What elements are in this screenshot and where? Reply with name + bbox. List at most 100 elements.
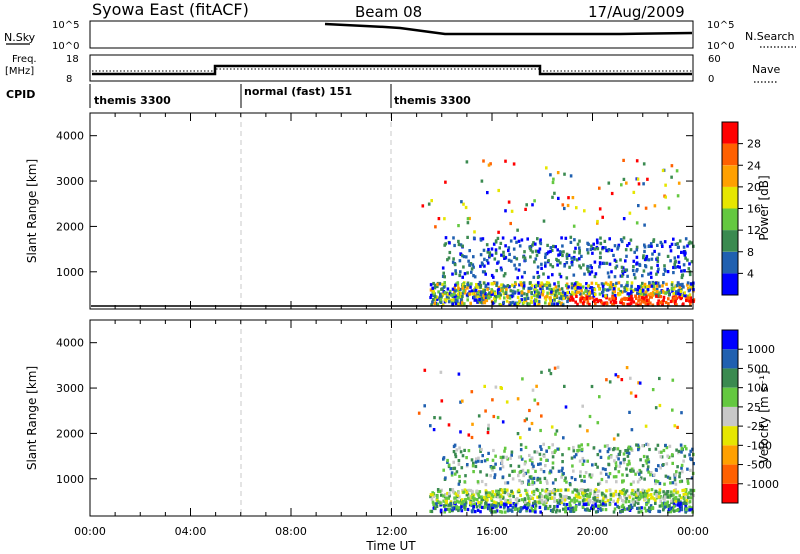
echo-cell bbox=[480, 300, 483, 304]
echo-cell bbox=[641, 281, 644, 285]
echo-cell bbox=[577, 492, 580, 496]
echo-cell bbox=[457, 482, 461, 486]
echo-cell bbox=[684, 294, 687, 298]
echo-cell bbox=[453, 500, 457, 504]
echo-cell bbox=[491, 458, 495, 462]
echo-cell bbox=[474, 288, 478, 292]
echo-cell bbox=[573, 250, 576, 254]
echo-cell bbox=[537, 303, 540, 307]
echo-cell bbox=[600, 477, 604, 482]
echo-cell bbox=[564, 284, 568, 288]
echo-cell bbox=[677, 255, 680, 259]
echo-cell bbox=[457, 239, 460, 243]
echo-cell bbox=[483, 495, 486, 499]
echo-cell bbox=[458, 446, 461, 450]
echo-cell bbox=[430, 199, 433, 203]
echo-cell bbox=[685, 447, 688, 451]
echo-cell bbox=[498, 296, 502, 300]
echo-cell bbox=[509, 498, 512, 502]
echo-cell bbox=[436, 282, 439, 287]
echo-cell bbox=[596, 247, 600, 251]
echo-cell bbox=[617, 245, 620, 249]
echo-cell bbox=[522, 286, 525, 290]
echo-cell bbox=[478, 280, 482, 285]
echo-cell bbox=[666, 454, 669, 458]
echo-cell bbox=[462, 490, 465, 494]
echo-cell bbox=[653, 492, 657, 496]
echo-cell bbox=[510, 508, 513, 512]
echo-cell bbox=[586, 300, 590, 304]
echo-cell bbox=[518, 299, 521, 303]
echo-cell bbox=[501, 490, 505, 494]
echo-cell bbox=[619, 496, 622, 500]
echo-cell bbox=[644, 302, 648, 306]
echo-cell bbox=[674, 473, 677, 477]
echo-cell bbox=[499, 303, 503, 307]
echo-cell bbox=[452, 236, 455, 240]
echo-cell bbox=[474, 286, 477, 290]
echo-cell bbox=[561, 303, 565, 307]
echo-cell bbox=[607, 447, 611, 451]
echo-cell bbox=[557, 284, 560, 288]
echo-cell bbox=[592, 505, 595, 509]
echo-cell bbox=[539, 480, 542, 484]
echo-cell bbox=[523, 505, 527, 509]
echo-cell bbox=[678, 295, 681, 299]
echo-cell bbox=[592, 496, 595, 500]
echo-cell bbox=[509, 289, 513, 293]
echo-cell bbox=[640, 510, 643, 514]
echo-cell bbox=[642, 292, 646, 296]
freq-trace bbox=[92, 64, 692, 76]
echo-cell bbox=[591, 463, 594, 467]
echo-cell bbox=[464, 205, 468, 210]
echo-cell bbox=[586, 429, 589, 433]
echo-cell bbox=[465, 255, 468, 259]
echo-cell bbox=[663, 505, 667, 509]
echo-cell bbox=[637, 182, 641, 186]
echo-cell bbox=[670, 281, 674, 285]
echo-cell bbox=[545, 281, 549, 285]
echo-cell bbox=[461, 275, 464, 279]
echo-cell bbox=[478, 297, 481, 301]
echo-cell bbox=[666, 504, 669, 508]
echo-cell bbox=[568, 298, 572, 302]
echo-cell bbox=[547, 446, 551, 450]
echo-cell bbox=[613, 507, 617, 511]
echo-cell bbox=[671, 481, 675, 485]
echo-cell bbox=[680, 479, 684, 483]
echo-cell bbox=[641, 464, 645, 468]
echo-cell bbox=[522, 300, 526, 304]
echo-cell bbox=[608, 286, 612, 290]
echo-cell bbox=[509, 301, 513, 305]
echo-cell bbox=[625, 489, 629, 493]
echo-cell bbox=[633, 503, 636, 507]
echo-cell bbox=[506, 509, 510, 513]
echo-cell bbox=[456, 281, 460, 285]
echo-cell bbox=[494, 251, 498, 255]
echo-cell bbox=[625, 366, 629, 370]
echo-cell bbox=[489, 474, 492, 478]
echo-cell bbox=[444, 236, 448, 240]
echo-cell bbox=[530, 457, 534, 461]
echo-cell bbox=[565, 480, 568, 484]
echo-cell bbox=[588, 272, 592, 276]
echo-cell bbox=[479, 501, 483, 505]
echo-cell bbox=[588, 302, 591, 306]
echo-cell bbox=[626, 243, 629, 248]
echo-cell bbox=[586, 267, 589, 271]
echo-cell bbox=[564, 506, 567, 510]
echo-cell bbox=[649, 493, 653, 497]
echo-cell bbox=[505, 287, 508, 291]
echo-cell bbox=[494, 501, 497, 505]
echo-cell bbox=[454, 271, 458, 276]
echo-cell bbox=[604, 500, 607, 504]
echo-cell bbox=[490, 292, 494, 296]
echo-cell bbox=[502, 250, 505, 254]
echo-cell bbox=[519, 455, 523, 459]
echo-cell bbox=[460, 301, 464, 305]
echo-cell bbox=[534, 249, 538, 253]
echo-cell bbox=[507, 258, 511, 262]
echo-cell bbox=[481, 454, 484, 458]
echo-cell bbox=[539, 510, 542, 514]
